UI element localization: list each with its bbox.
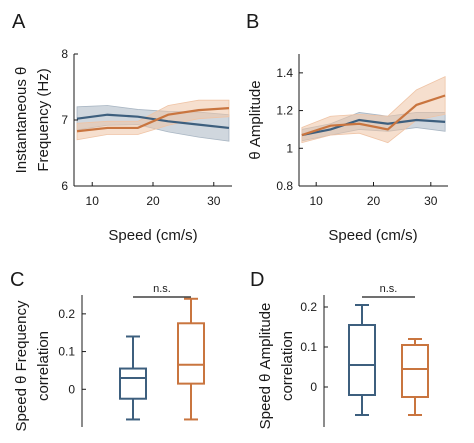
- box-iqr-orange: [401, 344, 429, 398]
- box-iqr-blue: [348, 324, 376, 396]
- significance-label: n.s.: [380, 283, 398, 295]
- box-iqr-blue: [119, 367, 147, 400]
- significance-label: n.s.: [153, 283, 171, 295]
- y-tick-label: 0.1: [300, 340, 317, 354]
- y-axis-label: Frequency (Hz): [35, 68, 52, 171]
- panel-label-b: B: [246, 11, 259, 33]
- y-tick-label: 0.2: [300, 300, 317, 314]
- y-tick-label: 7: [61, 113, 68, 127]
- y-tick-label: 8: [61, 47, 68, 61]
- x-axis-label: Speed (cm/s): [328, 227, 417, 244]
- y-tick-label: 1.2: [276, 104, 293, 118]
- y-axis-label: Speed θ Frequency: [13, 300, 30, 431]
- y-axis-label: θ Amplitude: [247, 80, 264, 159]
- chart-c-frequency-correlation-boxplot: 0 0.1 0.2 n.s. Speed θ Frequency correlation: [13, 283, 205, 431]
- y-axis-label: correlation: [35, 331, 52, 401]
- series-band-orange: [301, 76, 446, 144]
- x-tick-label: 10: [86, 194, 100, 208]
- y-axis-label: correlation: [279, 331, 296, 401]
- panel-label-a: A: [12, 11, 26, 33]
- x-axis-label: Speed (cm/s): [108, 227, 197, 244]
- x-tick-label: 20: [367, 194, 381, 208]
- y-tick-label: 0: [310, 380, 317, 394]
- y-tick-label: 0.1: [58, 345, 75, 359]
- chart-a-frequency-vs-speed: 6 7 8 10 20 30 Speed (cm/s) Instantaneous θ Freq…: [13, 47, 232, 244]
- chart-b-amplitude-vs-speed: 0.8 1 1.2 1.4 10 20 30 Speed (cm/s) θ Amplitude: [247, 54, 448, 244]
- series-line-blue: [301, 118, 446, 137]
- panel-label-d: D: [250, 269, 264, 291]
- x-tick-label: 20: [146, 194, 160, 208]
- panel-label-c: C: [10, 269, 24, 291]
- series-line-orange: [76, 107, 230, 133]
- y-tick-label: 0.2: [58, 307, 75, 321]
- x-tick-label: 30: [207, 194, 221, 208]
- series-line-orange: [301, 94, 446, 137]
- x-tick-label: 10: [310, 194, 324, 208]
- y-axis-label: Instantaneous θ: [13, 67, 30, 174]
- y-axis-label: Speed θ Amplitude: [257, 303, 274, 430]
- y-tick-label: 0: [68, 382, 75, 396]
- chart-d-amplitude-correlation-boxplot: 0 0.1 0.2 n.s. Speed θ Amplitude correlation: [257, 283, 429, 430]
- box-iqr-orange: [177, 322, 205, 385]
- y-tick-label: 1.4: [276, 66, 293, 80]
- y-tick-label: 6: [61, 179, 68, 193]
- y-tick-label: 0.8: [276, 179, 293, 193]
- series-line-blue: [76, 113, 230, 130]
- x-tick-label: 30: [424, 194, 438, 208]
- y-tick-label: 1: [286, 141, 293, 155]
